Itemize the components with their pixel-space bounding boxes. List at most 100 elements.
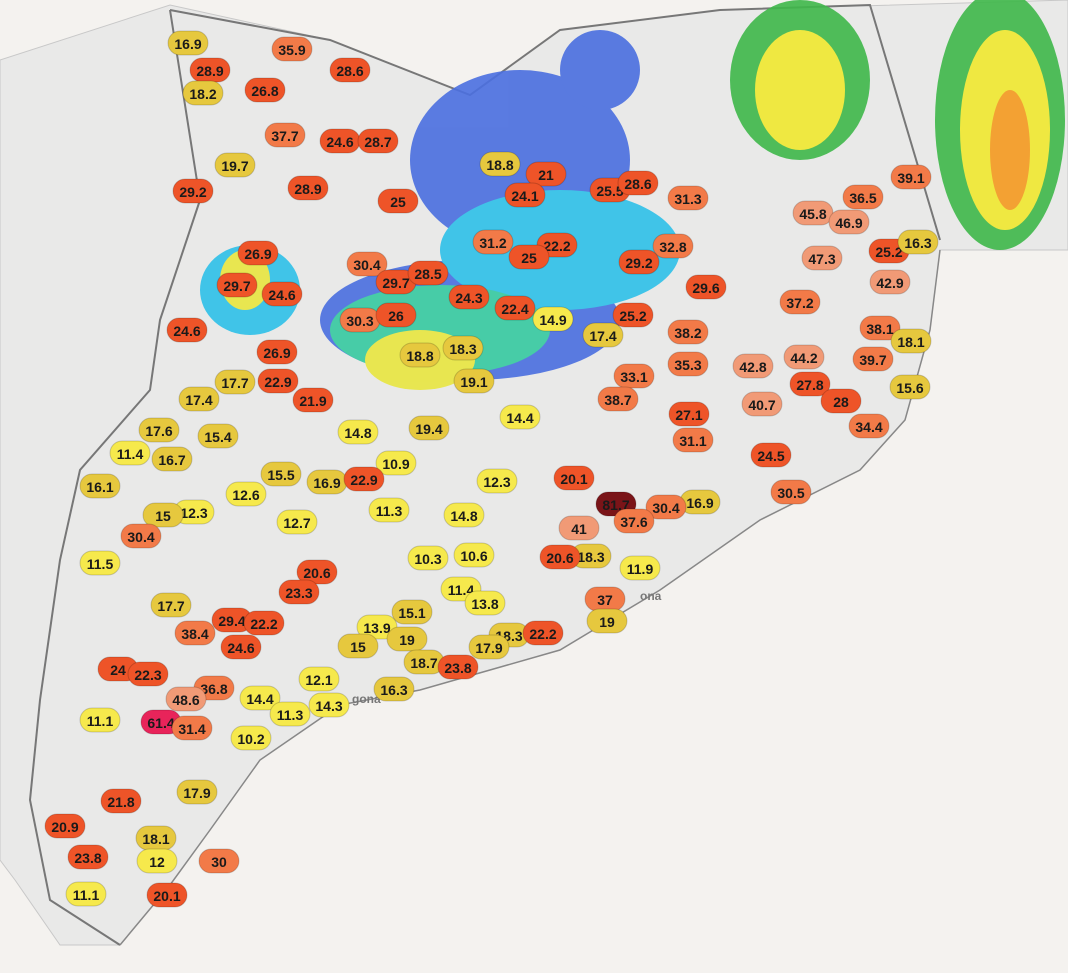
rain-marker: 28: [820, 388, 862, 414]
marker-pill: [271, 36, 313, 62]
rain-marker: 44.2: [783, 344, 825, 370]
rain-marker: 24.6: [319, 128, 361, 154]
marker-pill: [109, 440, 151, 466]
marker-value: 16.9: [174, 36, 201, 52]
marker-value: 22.3: [134, 667, 161, 683]
marker-pill: [377, 188, 419, 214]
rain-marker: 28.9: [287, 175, 329, 201]
rain-marker: 12.3: [173, 499, 215, 525]
marker-value: 15.1: [398, 605, 425, 621]
rain-marker: 30: [198, 848, 240, 874]
marker-value: 31.3: [674, 191, 701, 207]
rain-marker: 14.9: [532, 306, 574, 332]
marker-value: 37: [597, 592, 613, 608]
marker-value: 18.2: [189, 86, 216, 102]
marker-value: 28.6: [624, 176, 651, 192]
marker-value: 48.6: [172, 692, 199, 708]
marker-value: 34.4: [855, 419, 882, 435]
marker-value: 10.2: [237, 731, 264, 747]
rain-marker: 38.7: [597, 386, 639, 412]
rain-marker: 26.8: [244, 77, 286, 103]
rain-marker: 11.5: [79, 550, 121, 576]
marker-pill: [613, 363, 655, 389]
marker-value: 25.2: [619, 308, 646, 324]
rain-marker: 61.4: [140, 709, 182, 735]
rain-marker: 36.5: [842, 184, 884, 210]
marker-pill: [779, 289, 821, 315]
marker-pill: [848, 413, 890, 439]
marker-value: 17.7: [221, 375, 248, 391]
marker-value: 35.3: [674, 357, 701, 373]
marker-value: 12.6: [232, 487, 259, 503]
marker-pill: [453, 368, 495, 394]
marker-pill: [176, 779, 218, 805]
marker-pill: [214, 369, 256, 395]
marker-value: 25: [521, 250, 537, 266]
rain-marker: 48.6: [165, 686, 207, 712]
marker-pill: [260, 461, 302, 487]
marker-pill: [472, 229, 514, 255]
marker-pill: [890, 328, 932, 354]
marker-value: 20.6: [546, 550, 573, 566]
marker-pill: [828, 209, 870, 235]
rain-marker: 21: [525, 161, 567, 187]
marker-value: 36.8: [200, 681, 227, 697]
marker-value: 61.4: [147, 715, 174, 731]
marker-value: 10.9: [382, 456, 409, 472]
marker-pill: [539, 544, 581, 570]
rain-marker: 15.5: [260, 461, 302, 487]
marker-value: 20.1: [560, 471, 587, 487]
marker-value: 47.3: [808, 251, 835, 267]
marker-pill: [225, 481, 267, 507]
marker-value: 18.1: [897, 334, 924, 350]
marker-pill: [617, 170, 659, 196]
marker-value: 19.7: [221, 158, 248, 174]
marker-value: 26.9: [263, 345, 290, 361]
marker-value: 24.6: [227, 640, 254, 656]
rain-marker: 15: [142, 502, 184, 528]
rain-marker: 37: [584, 586, 626, 612]
marker-value: 11.3: [376, 503, 403, 519]
marker-pill: [292, 387, 334, 413]
marker-pill: [67, 844, 109, 870]
rain-marker: 39.1: [890, 164, 932, 190]
rain-marker: 16.7: [151, 446, 193, 472]
marker-value: 39.7: [859, 352, 886, 368]
marker-pill: [672, 427, 714, 453]
marker-pill: [257, 368, 299, 394]
marker-value: 16.7: [158, 452, 185, 468]
rain-marker: 18.7: [403, 649, 445, 675]
marker-value: 10.6: [460, 548, 487, 564]
rain-marker: 26.9: [256, 339, 298, 365]
rain-marker: 18.1: [890, 328, 932, 354]
marker-pill: [437, 654, 479, 680]
rain-marker: 12: [136, 848, 178, 874]
marker-pill: [357, 128, 399, 154]
rain-marker: 29.7: [216, 272, 258, 298]
rain-marker: 18.3: [442, 335, 484, 361]
rain-marker: 11.4: [109, 440, 151, 466]
rain-marker: 35.3: [667, 351, 709, 377]
marker-value: 24.6: [268, 287, 295, 303]
marker-value: 21: [538, 167, 554, 183]
marker-value: 26: [388, 308, 404, 324]
marker-pill: [852, 346, 894, 372]
marker-value: 24: [110, 662, 126, 678]
marker-value: 27.1: [675, 407, 702, 423]
rain-marker: 10.2: [230, 725, 272, 751]
marker-pill: [166, 317, 208, 343]
marker-pill: [479, 151, 521, 177]
marker-pill: [65, 881, 107, 907]
marker-pill: [897, 229, 939, 255]
marker-value: 14.8: [450, 508, 477, 524]
marker-pill: [136, 848, 178, 874]
marker-pill: [652, 233, 694, 259]
rain-marker: 29.2: [172, 178, 214, 204]
marker-pill: [685, 274, 727, 300]
marker-pill: [239, 685, 281, 711]
marker-value: 14.3: [315, 698, 342, 714]
rain-marker: 17.4: [178, 386, 220, 412]
rain-marker: 20.9: [44, 813, 86, 839]
marker-value: 16.1: [86, 479, 113, 495]
marker-value: 25: [390, 194, 406, 210]
